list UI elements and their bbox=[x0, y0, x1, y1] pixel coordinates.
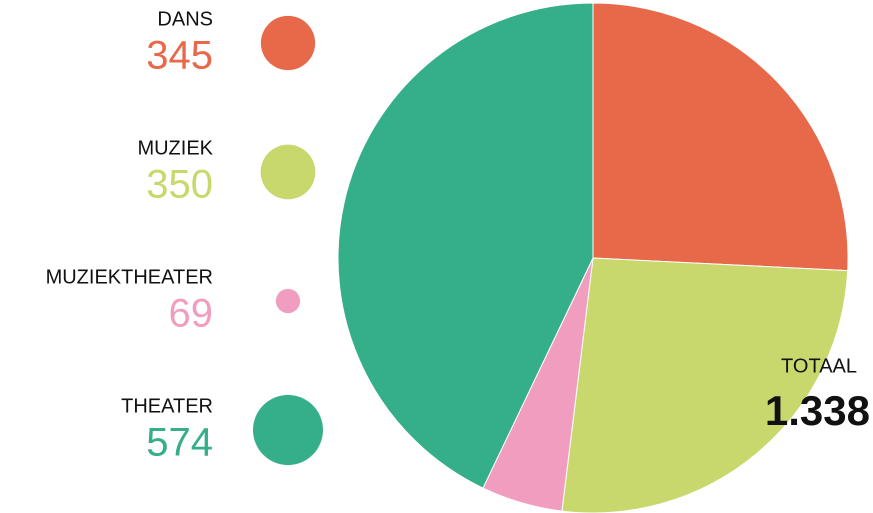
legend-value: 345 bbox=[146, 34, 213, 78]
legend: DANS 345 MUZIEK 350 MUZIEKTHEATER 69 THEATER 57… bbox=[46, 8, 323, 465]
legend-bubble bbox=[260, 144, 316, 200]
total-label: TOTAAL bbox=[781, 355, 857, 377]
legend-label: THEATER bbox=[121, 395, 213, 417]
legend-value: 574 bbox=[146, 421, 213, 465]
legend-label: DANS bbox=[157, 8, 213, 30]
legend-bubble bbox=[253, 395, 323, 465]
pie bbox=[337, 2, 849, 513]
legend-value: 69 bbox=[169, 292, 214, 336]
legend-label: MUZIEK bbox=[137, 137, 213, 159]
pie-slice bbox=[592, 2, 849, 272]
legend-bubble bbox=[275, 288, 301, 314]
pie-slice bbox=[337, 2, 594, 489]
pie-slice bbox=[561, 257, 849, 513]
total-value: 1.338 bbox=[765, 387, 870, 434]
legend-bubble bbox=[260, 15, 316, 71]
legend-label: MUZIEKTHEATER bbox=[46, 266, 213, 288]
legend-value: 350 bbox=[146, 163, 213, 207]
